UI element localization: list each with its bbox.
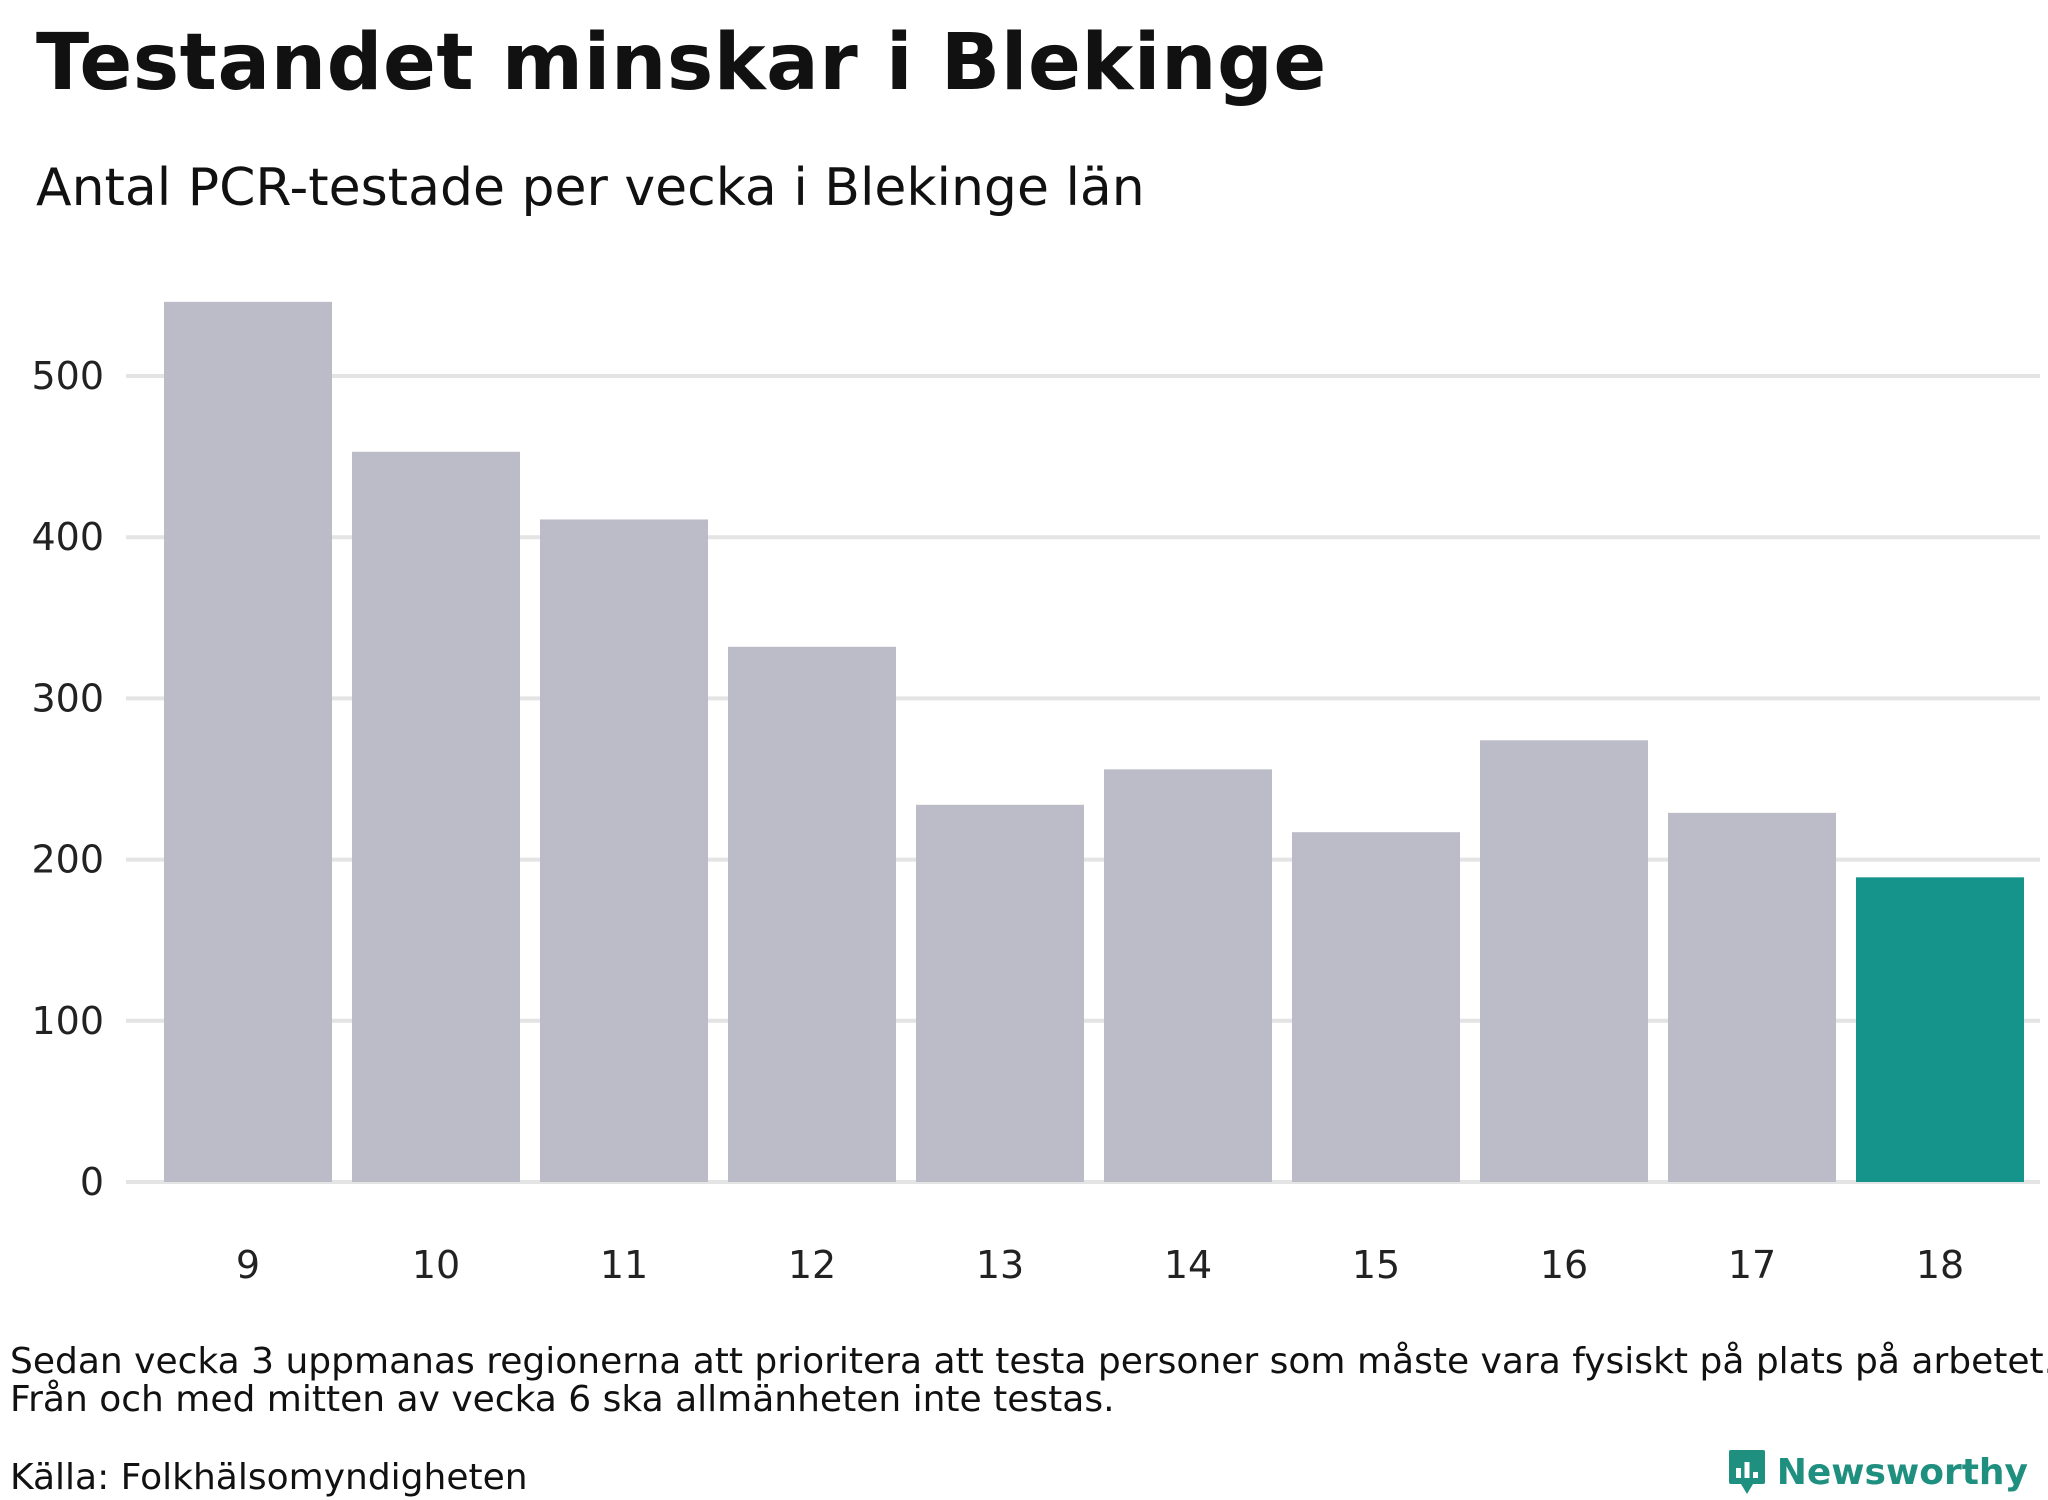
y-tick-label: 100 xyxy=(31,999,104,1043)
brand-name: Newsworthy xyxy=(1776,1451,2028,1493)
x-tick-label: 17 xyxy=(1728,1243,1776,1287)
chart-subtitle: Antal PCR-testade per vecka i Blekinge l… xyxy=(36,158,1145,218)
x-tick-label: 15 xyxy=(1352,1243,1400,1287)
bar-week-16 xyxy=(1480,740,1648,1182)
y-tick-label: 500 xyxy=(31,354,104,398)
bar-week-13 xyxy=(916,804,1084,1182)
bar-week-17 xyxy=(1668,812,1836,1182)
x-tick-label: 16 xyxy=(1540,1243,1588,1287)
x-tick-label: 10 xyxy=(412,1243,460,1287)
chart-title: Testandet minskar i Blekinge xyxy=(36,18,1327,108)
note-line-2: Från och med mitten av vecka 6 ska allmä… xyxy=(10,1379,1115,1420)
x-tick-label: 9 xyxy=(236,1243,260,1287)
y-tick-label: 300 xyxy=(31,676,104,720)
bar-week-14 xyxy=(1104,769,1272,1182)
bar-week-11 xyxy=(540,519,708,1182)
note-line-1: Sedan vecka 3 uppmanas regionerna att pr… xyxy=(10,1341,2048,1382)
bar-week-18 xyxy=(1856,877,2024,1182)
bar-chart: 0 100 200 300 400 500 9 10 11 12 13 14 15 16 17 18 xyxy=(31,301,2040,1287)
bar-week-9 xyxy=(164,301,332,1182)
bar-chart-speech-bubble-icon xyxy=(1728,1450,1765,1494)
x-tick-label: 11 xyxy=(600,1243,648,1287)
bar-week-12 xyxy=(728,646,896,1182)
x-axis-ticks: 9 10 11 12 13 14 15 16 17 18 xyxy=(236,1243,1964,1287)
y-tick-label: 400 xyxy=(31,515,104,559)
y-axis-ticks: 0 100 200 300 400 500 xyxy=(31,354,104,1204)
x-tick-label: 13 xyxy=(976,1243,1024,1287)
brand-logo: Newsworthy xyxy=(1727,1448,2028,1496)
bar-week-15 xyxy=(1292,832,1460,1182)
x-tick-label: 12 xyxy=(788,1243,836,1287)
x-tick-label: 18 xyxy=(1916,1243,1964,1287)
y-tick-label: 200 xyxy=(31,838,104,882)
x-tick-label: 14 xyxy=(1164,1243,1212,1287)
chart-note: Sedan vecka 3 uppmanas regionerna att pr… xyxy=(10,1341,2048,1420)
source-credit: Källa: Folkhälsomyndigheten xyxy=(10,1457,528,1498)
bars xyxy=(164,301,2024,1182)
y-tick-label: 0 xyxy=(80,1160,104,1204)
bar-week-10 xyxy=(352,451,520,1182)
